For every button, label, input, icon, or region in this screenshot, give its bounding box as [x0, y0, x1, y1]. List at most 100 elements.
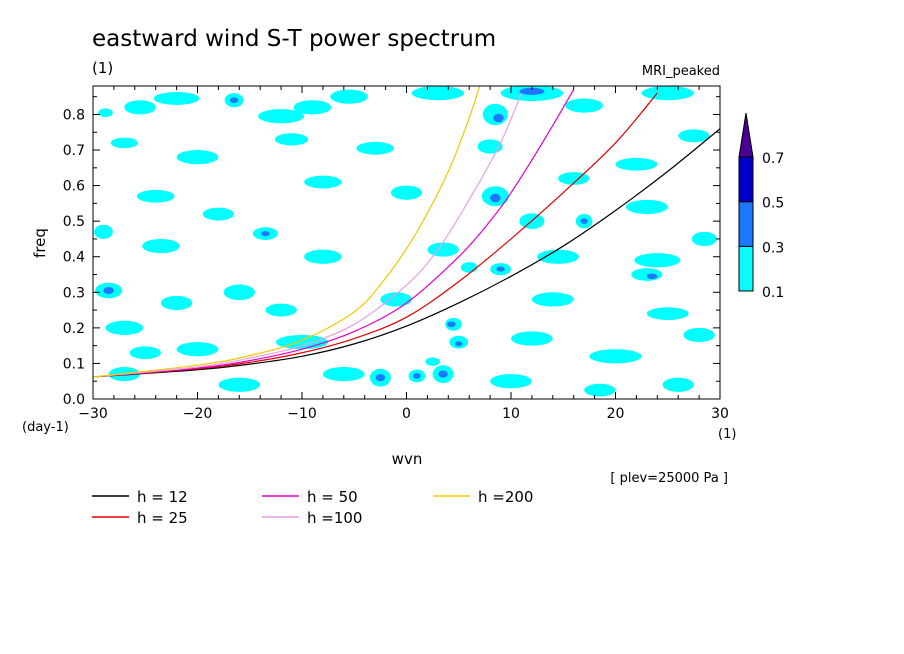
contour-patch: [258, 109, 305, 124]
contour-patch: [691, 231, 717, 247]
contour-patch: [589, 349, 642, 364]
contour-patch: [218, 377, 261, 392]
legend-label: h = 25: [137, 509, 188, 527]
x-tick-label: −30: [78, 406, 108, 422]
colorbar-label: 0.5: [762, 196, 784, 212]
contour-patch: [482, 103, 508, 126]
contour-patch: [375, 374, 386, 382]
legend: h = 12 h = 25 h = 50 h =100 h =200: [92, 488, 533, 527]
contour-patch: [160, 295, 193, 311]
contour-patch: [427, 242, 459, 257]
contour-patch: [584, 383, 616, 397]
plev-annotation: [ plev=25000 Pa ]: [610, 471, 728, 486]
contour-patch: [142, 238, 180, 254]
contour-patch: [646, 273, 658, 280]
contour-patch: [493, 113, 504, 123]
y-tick-label: 0.3: [63, 285, 85, 301]
dispersion-curve-3: [93, 92, 523, 378]
contour-patch: [322, 366, 365, 382]
contour-patch: [425, 357, 440, 366]
contour-patch: [615, 157, 658, 171]
x-unit-label: (1): [718, 427, 736, 442]
y-tick-label: 0.4: [63, 250, 85, 266]
contour-patch: [136, 189, 175, 203]
contour-patch: [265, 303, 297, 317]
contour-patch: [438, 370, 448, 378]
dispersion-curve-2: [93, 89, 575, 378]
contour-patch: [202, 207, 235, 221]
contour-patch: [110, 137, 138, 149]
y-tick-label: 0.5: [63, 214, 85, 230]
contour-patch: [304, 249, 342, 264]
legend-label: h =100: [307, 509, 362, 527]
contour-patch: [98, 108, 113, 117]
contour-patch: [411, 86, 464, 101]
contour-patch: [531, 292, 574, 307]
axis-ticks: −30 −20 −10 0 10 20 30 0.0 0.1 0.2 0.3 0.4 0.5 0.6 0.7…: [63, 86, 729, 422]
y-axis-title: freq: [31, 228, 49, 258]
y-tick-label: 0.2: [63, 321, 85, 337]
contour-patch: [580, 218, 588, 225]
chart-subtitle-left: (1): [92, 59, 113, 77]
colorbar-label: 0.3: [762, 240, 784, 256]
contour-patch: [662, 377, 694, 392]
contour-patch: [261, 231, 270, 237]
contour-patch: [678, 129, 710, 143]
dispersion-curves: [93, 86, 720, 378]
contour-patch: [460, 262, 478, 273]
contour-patch: [413, 373, 421, 379]
contour-patch: [496, 266, 505, 272]
contour-patch: [631, 268, 663, 281]
contour-patch: [124, 100, 156, 115]
contour-patch: [356, 141, 394, 155]
y-tick-label: 0.6: [63, 179, 85, 195]
dispersion-curve-0: [93, 128, 720, 378]
x-tick-label: 20: [607, 406, 625, 422]
colorbar-label: 0.1: [762, 285, 784, 301]
contour-patch: [229, 97, 239, 104]
contour-patch: [625, 199, 668, 215]
contour-patch: [447, 321, 456, 328]
chart-subtitle-right: MRI_peaked: [642, 64, 720, 79]
y-tick-label: 0.1: [63, 356, 85, 372]
x-tick-label: 10: [502, 406, 520, 422]
contour-patch: [646, 307, 689, 321]
contour-patch: [641, 86, 694, 101]
contour-patch: [390, 185, 423, 200]
contour-patch: [223, 284, 255, 301]
y-unit-label: (day-1): [22, 420, 69, 435]
x-tick-label: −10: [287, 406, 317, 422]
chart-title: eastward wind S-T power spectrum: [92, 26, 496, 52]
contour-patch: [293, 100, 332, 115]
colorbar-box: [738, 245, 754, 292]
colorbar-box: [738, 201, 754, 247]
y-tick-label: 0.0: [63, 392, 85, 408]
contour-patch: [634, 253, 681, 268]
y-tick-label: 0.7: [63, 143, 85, 159]
colorbar-extend-arrow: [738, 112, 754, 158]
colorbar-label: 0.7: [762, 151, 784, 167]
contour-patch: [176, 150, 219, 165]
x-tick-label: 0: [402, 406, 411, 422]
y-tick-label: 0.8: [63, 107, 85, 123]
legend-label: h = 12: [137, 488, 188, 506]
colorbar: 0.1 0.3 0.5 0.7: [738, 112, 784, 301]
contour-patch: [176, 342, 219, 357]
contour-patch: [537, 249, 579, 264]
x-tick-label: −20: [183, 406, 213, 422]
contour-patch: [683, 327, 715, 343]
contour-patch: [490, 193, 501, 203]
contour-patch: [565, 98, 603, 113]
contour-patch: [94, 224, 113, 239]
contour-patch: [304, 175, 342, 189]
contour-patch: [511, 331, 553, 346]
x-tick-label: 30: [711, 406, 729, 422]
dispersion-curve-1: [93, 92, 658, 378]
contour-patch: [455, 341, 463, 347]
contour-patch: [519, 87, 545, 95]
colorbar-box: [738, 156, 754, 203]
contour-patch: [330, 89, 368, 104]
contour-patch: [103, 286, 114, 295]
contour-patch: [274, 133, 309, 146]
